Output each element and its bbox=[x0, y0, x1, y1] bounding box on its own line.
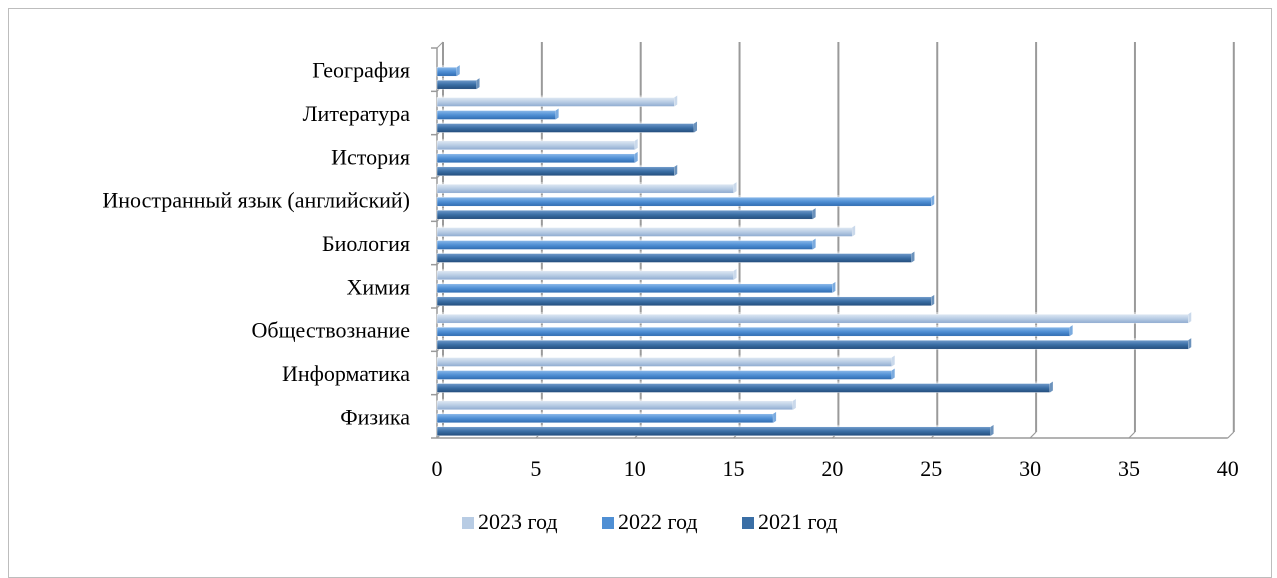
bar-chart: Физика Информатика Обществознание Химия Биол… bbox=[102, 41, 1239, 534]
legend-label: 2021 год bbox=[758, 509, 838, 534]
y-tick-depth bbox=[436, 41, 444, 49]
category-label: Биология bbox=[322, 231, 410, 256]
x-tick-label: 0 bbox=[432, 456, 443, 481]
category-label: История bbox=[331, 144, 410, 169]
bar bbox=[436, 268, 737, 281]
x-tick-label: 40 bbox=[1217, 456, 1239, 481]
category-label: Литература bbox=[303, 101, 411, 126]
x-tick-label: 5 bbox=[530, 456, 541, 481]
bar bbox=[436, 325, 1073, 337]
bar bbox=[436, 281, 836, 294]
bar bbox=[436, 121, 698, 133]
bar bbox=[436, 138, 638, 151]
bars bbox=[436, 65, 1192, 437]
bar bbox=[436, 238, 816, 250]
bar bbox=[436, 338, 1192, 350]
category-labels: Физика Информатика Обществознание Химия Биол… bbox=[102, 58, 410, 430]
legend-swatch bbox=[462, 517, 474, 529]
bar bbox=[436, 368, 895, 380]
bar bbox=[436, 65, 460, 77]
bar bbox=[436, 164, 678, 177]
bar bbox=[436, 424, 994, 437]
bar bbox=[436, 398, 796, 411]
bar bbox=[436, 108, 559, 120]
category-label: Информатика bbox=[282, 361, 410, 386]
category-label: География bbox=[312, 58, 410, 83]
legend-item: 2021 год bbox=[742, 509, 838, 534]
category-label: Иностранный язык (английский) bbox=[102, 188, 410, 213]
x-tick-label: 25 bbox=[920, 456, 942, 481]
bar bbox=[436, 78, 480, 90]
bar bbox=[436, 195, 935, 207]
floor-line bbox=[1128, 431, 1136, 439]
bar bbox=[436, 312, 1192, 324]
bar bbox=[436, 355, 895, 367]
bar bbox=[436, 182, 737, 194]
legend: 2023 год 2022 год 2021 год bbox=[462, 509, 838, 534]
bar bbox=[436, 151, 638, 164]
bar bbox=[436, 381, 1053, 393]
legend-label: 2022 год bbox=[618, 509, 698, 534]
x-tick-labels: 0 5 10 15 20 25 30 35 40 bbox=[432, 456, 1239, 481]
bar bbox=[436, 251, 915, 263]
category-label: Обществознание bbox=[252, 318, 411, 343]
legend-item: 2022 год bbox=[602, 509, 698, 534]
legend-item: 2023 год bbox=[462, 509, 558, 534]
bar bbox=[436, 294, 935, 307]
legend-swatch bbox=[742, 517, 754, 529]
legend-label: 2023 год bbox=[478, 509, 558, 534]
category-label: Химия bbox=[347, 274, 410, 299]
x-tick-label: 20 bbox=[821, 456, 843, 481]
bar bbox=[436, 95, 678, 107]
x-tick-label: 10 bbox=[624, 456, 646, 481]
floor-line bbox=[1227, 431, 1235, 439]
bar bbox=[436, 208, 816, 220]
bar bbox=[436, 225, 856, 237]
x-tick-label: 15 bbox=[723, 456, 745, 481]
category-label: Физика bbox=[340, 404, 410, 429]
bar bbox=[436, 411, 777, 424]
x-tick-label: 35 bbox=[1118, 456, 1140, 481]
floor-line bbox=[1029, 431, 1037, 439]
x-tick-label: 30 bbox=[1019, 456, 1041, 481]
legend-swatch bbox=[602, 517, 614, 529]
